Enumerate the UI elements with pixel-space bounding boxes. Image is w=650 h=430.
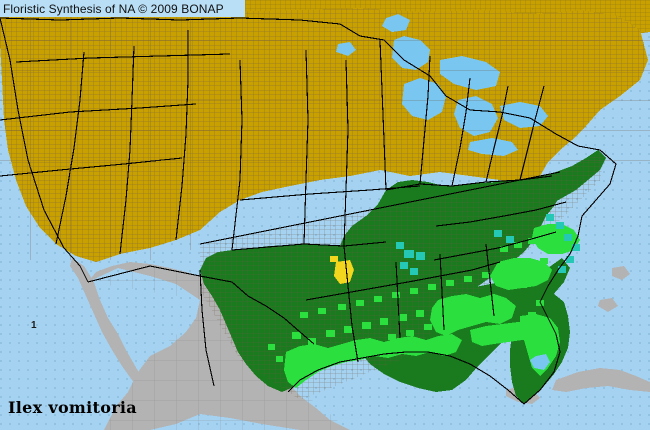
map-title-text: Floristic Synthesis of NA © 2009 BONAP <box>3 1 224 16</box>
region-present-yellow <box>330 256 354 284</box>
great-lakes <box>336 14 548 156</box>
lake-okeechobee <box>530 354 550 370</box>
species-name-label: Ilex vomitoria <box>8 398 137 417</box>
county-boundaries-detail <box>0 0 650 260</box>
pacific-index-marker: 1 <box>31 320 37 331</box>
map-title-plaque: Floristic Synthesis of NA © 2009 BONAP <box>0 0 245 17</box>
region-present-teal <box>396 214 580 275</box>
region-present-bright-green <box>268 224 580 388</box>
